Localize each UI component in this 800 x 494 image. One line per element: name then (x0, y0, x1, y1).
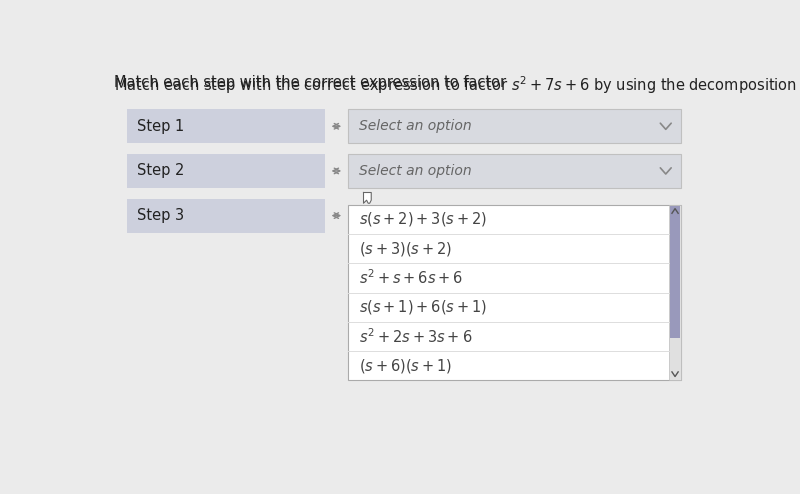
Text: Select an option: Select an option (359, 119, 471, 133)
Text: $s(s+1)+6(s+1)$: $s(s+1)+6(s+1)$ (359, 298, 487, 316)
Bar (348, 154, 682, 188)
Bar (127, 109, 325, 143)
Text: Step 2: Step 2 (138, 164, 185, 178)
Polygon shape (363, 193, 371, 203)
Text: Step 3: Step 3 (138, 208, 184, 223)
Bar (127, 154, 325, 188)
Text: Step 1: Step 1 (138, 119, 185, 134)
Text: $s(s+2)+3(s+2)$: $s(s+2)+3(s+2)$ (359, 210, 487, 228)
Text: $s^2+s+6s+6$: $s^2+s+6s+6$ (359, 269, 463, 288)
Text: $(s+3)(s+2)$: $(s+3)(s+2)$ (359, 240, 452, 258)
Text: Select an option: Select an option (359, 164, 471, 178)
Text: Match each step with the correct expression to factor $s^2 + 7s + 6$ by using th: Match each step with the correct express… (114, 75, 800, 96)
Text: Match each step with the correct expression to factor: Match each step with the correct express… (114, 75, 510, 90)
Text: $(s+6)(s+1)$: $(s+6)(s+1)$ (359, 357, 452, 375)
Bar (348, 205, 682, 380)
Bar (669, 205, 682, 380)
Bar (127, 199, 325, 233)
Bar (348, 109, 682, 143)
Text: $s^2+2s+3s+6$: $s^2+2s+3s+6$ (359, 327, 472, 346)
Bar (670, 206, 680, 338)
